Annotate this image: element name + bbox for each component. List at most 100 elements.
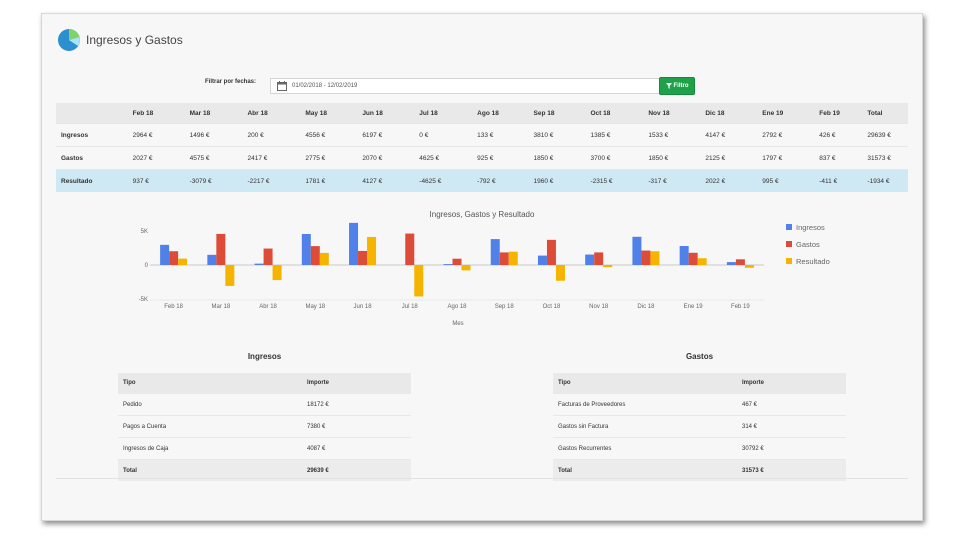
x-tick-label: Abr 18 (259, 304, 277, 310)
bar-ingresos-feb-18 (160, 244, 170, 265)
bar-resultado-oct-18 (555, 265, 565, 281)
bar-gastos-dic-18 (641, 250, 651, 265)
bar-gastos-mar-18 (216, 233, 226, 265)
filter-button-label: Filtro (673, 83, 689, 89)
summary-cell: 1797 € (744, 146, 802, 170)
bar-resultado-abr-18 (272, 265, 282, 281)
summary-cell: 1781 € (287, 169, 345, 192)
bar-ingresos-sep-18 (490, 239, 500, 265)
bar-ingresos-abr-18 (254, 263, 264, 265)
summary-cell: 1533 € (630, 123, 688, 147)
total-value: 29639 € (302, 459, 411, 481)
summary-header-cell: Dic 18 (687, 103, 745, 124)
table-row: Facturas de Proveedores 467 € (553, 393, 846, 416)
bar-gastos-may-18 (310, 246, 320, 265)
bar-ingresos-nov-18 (585, 254, 595, 265)
bar-resultado-ene-19 (697, 258, 707, 265)
summary-cell: 925 € (459, 146, 516, 170)
summary-cell: -411 € (801, 169, 858, 192)
x-tick-label: Sep 18 (495, 304, 515, 310)
x-tick-label: May 18 (305, 304, 325, 310)
x-tick-label: Dic 18 (637, 304, 655, 310)
summary-cell: 6197 € (344, 123, 402, 147)
date-range-input[interactable]: 01/02/2018 - 12/02/2019 (270, 78, 660, 94)
x-tick-label: Feb 19 (731, 304, 750, 310)
bar-gastos-jul-18 (405, 233, 415, 265)
pie-chart-logo-icon (58, 29, 80, 51)
summary-header-cell: Jun 18 (344, 103, 402, 124)
table-row: Gastos Recurrentes 30792 € (553, 437, 846, 460)
tipo-column-header: Tipo (118, 373, 302, 394)
bar-ingresos-dic-18 (632, 236, 642, 265)
importe-cell: 7380 € (302, 415, 411, 438)
bar-gastos-jun-18 (358, 250, 368, 265)
bar-resultado-jun-18 (367, 236, 377, 265)
bar-gastos-feb-18 (169, 251, 179, 265)
summary-cell: 2070 € (344, 146, 402, 170)
bar-resultado-feb-18 (178, 258, 188, 265)
bar-resultado-sep-18 (508, 251, 518, 265)
date-filter-label: Filtrar por fechas: (205, 79, 257, 85)
funnel-icon (665, 83, 672, 89)
summary-cell: 3700 € (572, 146, 631, 170)
summary-cell: 1385 € (572, 123, 631, 147)
x-tick-label: Oct 18 (543, 304, 561, 310)
table-row: Pagos a Cuenta 7380 € (118, 415, 411, 438)
summary-cell: 4556 € (287, 123, 345, 147)
summary-header-cell: Sep 18 (515, 103, 573, 124)
summary-cell: 29639 € (857, 123, 908, 147)
summary-row-label: Ingresos (56, 123, 115, 147)
total-row: Total 31573 € (553, 459, 846, 481)
summary-cell: 837 € (801, 146, 858, 170)
summary-header-cell: May 18 (287, 103, 345, 124)
page-title: Ingresos y Gastos (86, 33, 183, 47)
summary-cell: 200 € (229, 123, 288, 147)
table-row: Pedido 18172 € (118, 393, 411, 416)
bar-gastos-ene-19 (688, 252, 698, 265)
bar-resultado-nov-18 (603, 265, 613, 268)
summary-cell: 937 € (114, 169, 172, 192)
tipo-cell: Pedido (118, 393, 302, 416)
summary-cell: 426 € (801, 123, 858, 147)
bar-resultado-ago-18 (461, 265, 471, 271)
summary-cell: 1960 € (515, 169, 573, 192)
importe-column-header: Importe (737, 373, 846, 394)
summary-cell: 31573 € (857, 146, 908, 170)
x-tick-label: Mar 18 (212, 304, 231, 310)
summary-cell: 133 € (459, 123, 516, 147)
date-range-value: 01/02/2018 - 12/02/2019 (292, 83, 358, 89)
bar-ingresos-ago-18 (443, 264, 453, 265)
bar-gastos-ago-18 (452, 258, 462, 265)
sub-table-header-row: Tipo Importe (553, 373, 846, 394)
summary-cell: 2775 € (287, 146, 345, 170)
summary-header-row: Feb 18 Mar 18 Abr 18 May 18 Jun 18 Jul 18 Ago … (56, 103, 908, 124)
summary-cell: 4147 € (687, 123, 745, 147)
x-axis-label: Mes (452, 321, 463, 327)
filter-button[interactable]: Filtro (659, 77, 695, 95)
bar-ingresos-jun-18 (349, 222, 359, 265)
bar-gastos-feb-19 (735, 259, 745, 265)
total-label: Total (553, 459, 737, 481)
summary-cell: 1496 € (171, 123, 230, 147)
table-row: Ingresos de Caja 4087 € (118, 437, 411, 460)
bar-resultado-may-18 (319, 252, 329, 265)
bar-ingresos-mar-18 (207, 254, 217, 265)
x-tick-label: Jun 18 (354, 304, 373, 310)
summary-row-label: Resultado (56, 169, 115, 192)
tipo-column-header: Tipo (553, 373, 737, 394)
summary-cell: -3079 € (171, 169, 230, 192)
bar-ingresos-feb-19 (726, 262, 736, 265)
summary-header-cell: Ene 19 (744, 103, 802, 124)
bar-resultado-mar-18 (225, 265, 235, 286)
importe-cell: 30792 € (737, 437, 846, 460)
summary-cell: -1934 € (857, 169, 908, 192)
summary-cell: -792 € (459, 169, 516, 192)
summary-cell: -2315 € (572, 169, 631, 192)
importe-cell: 4087 € (302, 437, 411, 460)
bar-ingresos-oct-18 (537, 255, 547, 265)
summary-table: Feb 18 Mar 18 Abr 18 May 18 Jun 18 Jul 18 Ago … (56, 103, 908, 192)
summary-row-resultado: Resultado 937 € -3079 € -2217 €1781 €4127 €… (56, 169, 908, 192)
summary-cell: 4127 € (344, 169, 402, 192)
summary-cell: -317 € (630, 169, 688, 192)
total-value: 31573 € (737, 459, 846, 481)
